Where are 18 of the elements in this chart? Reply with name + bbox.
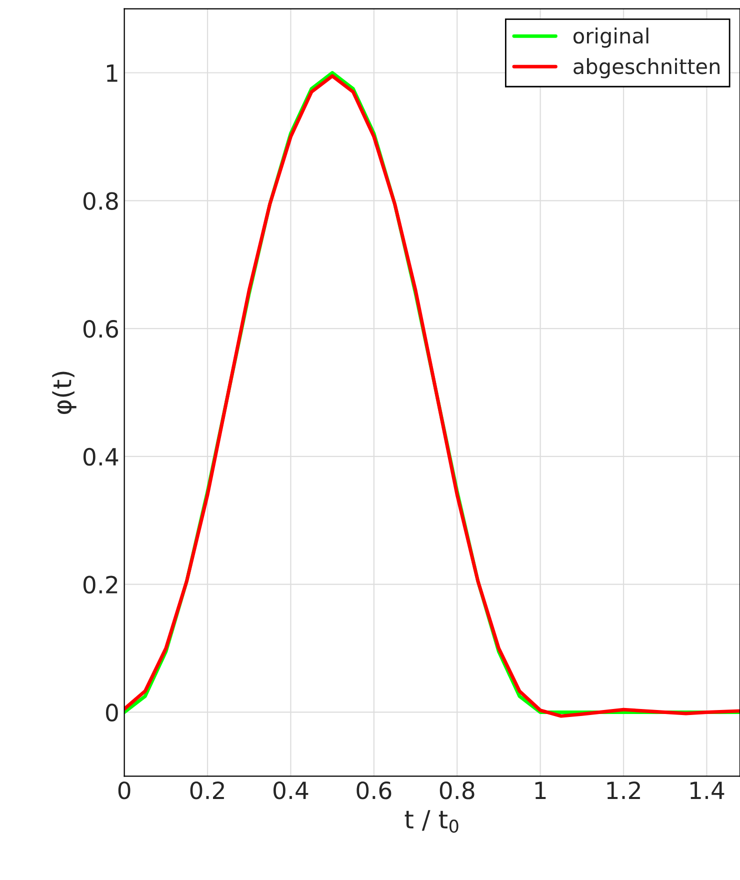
x-tick-label: 1: [535, 782, 546, 799]
x-tick-label: 0.6: [356, 781, 392, 800]
y-tick-label: 0.4: [83, 448, 118, 466]
y-tick-label: 0.2: [83, 576, 118, 594]
x-tick-label: 0.2: [190, 781, 224, 800]
legend-label: original: [574, 28, 648, 48]
x-tick-label: 1.4: [690, 782, 724, 799]
y-tick-label: 0.6: [83, 320, 118, 338]
y-tick-label: 0: [106, 704, 118, 722]
y-tick-label: 0.8: [83, 192, 118, 210]
x-tick-label: 0.4: [274, 781, 308, 800]
x-tick-label: 0.8: [440, 781, 474, 800]
y-tick-label: 1: [107, 64, 118, 82]
legend-label: abgeschnitten: [574, 58, 720, 78]
x-tick-label: 1.2: [607, 781, 640, 799]
y-axis-title: φ(t): [52, 372, 76, 414]
x-axis-title: t / t$_{0}$: [404, 810, 458, 833]
x-tick-label: 0: [118, 781, 130, 800]
